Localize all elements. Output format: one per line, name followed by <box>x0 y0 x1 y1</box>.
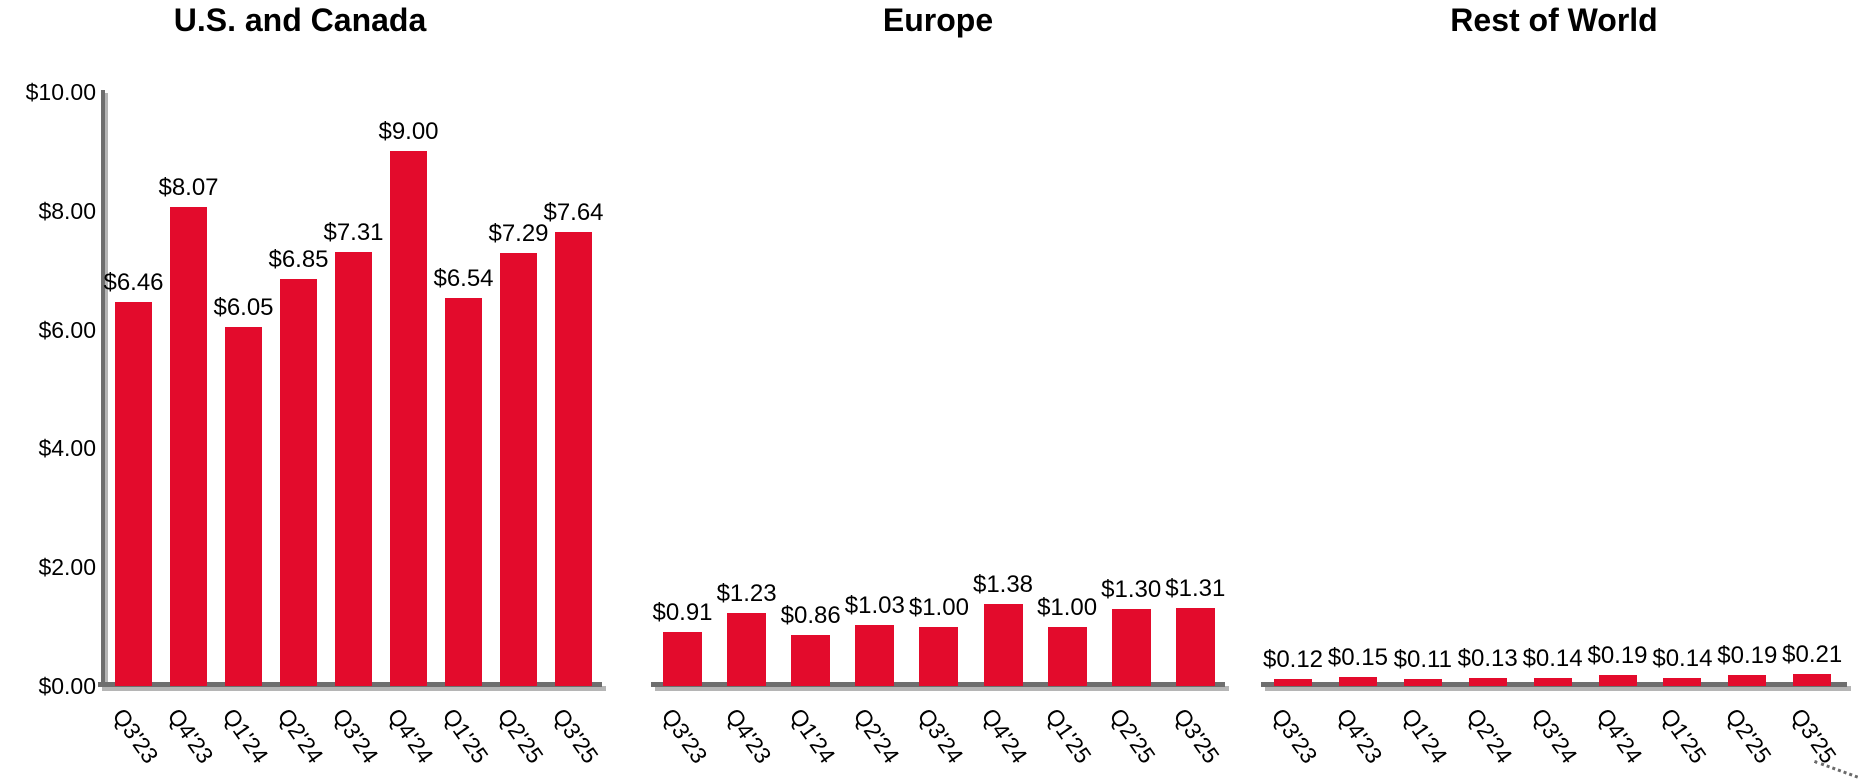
x-tick-label: Q2'24 <box>848 703 905 769</box>
bar <box>1274 678 1312 686</box>
x-tick-label: Q1'25 <box>1655 703 1713 769</box>
bar <box>1175 608 1215 686</box>
y-axis-tick-label: $10.00 <box>25 79 96 105</box>
bar-value-label: $6.05 <box>213 293 274 321</box>
bar <box>555 232 592 686</box>
bar <box>855 624 895 686</box>
bar-value-label: $0.19 <box>1587 641 1648 669</box>
bar <box>1468 678 1507 686</box>
bar <box>1598 674 1637 686</box>
bar <box>1111 608 1151 686</box>
x-tick-label: Q2'25 <box>492 703 549 769</box>
x-tick-label: Q1'24 <box>1396 703 1453 769</box>
x-tick-label: Q3'25 <box>1785 703 1842 769</box>
bar <box>1728 674 1767 686</box>
x-tick-label: Q3'24 <box>327 703 384 769</box>
bar <box>335 251 372 686</box>
bar <box>445 297 482 686</box>
bar <box>1047 626 1087 686</box>
bar-value-label: $1.30 <box>1101 575 1162 603</box>
x-tick-label: Q2'24 <box>272 703 329 769</box>
x-tick-label: Q3'23 <box>107 703 164 769</box>
bar-value-label: $1.00 <box>908 593 969 621</box>
y-axis-tick-label: $2.00 <box>38 554 96 581</box>
bar-value-label: $6.46 <box>103 269 164 297</box>
bar-value-label: $0.14 <box>1652 644 1713 672</box>
x-tick-label: Q1'25 <box>1040 703 1097 769</box>
x-tick-label: Q2'25 <box>1720 703 1777 769</box>
x-tick-label: Q2'25 <box>1104 703 1161 769</box>
bar-value-label: $0.15 <box>1327 644 1388 672</box>
x-tick-label: Q3'24 <box>1526 703 1583 769</box>
x-tick-label: Q1'24 <box>217 703 274 769</box>
bar-value-label: $1.00 <box>1037 593 1098 621</box>
x-tick-label: Q1'24 <box>784 703 841 769</box>
bar-value-label: $6.85 <box>268 246 329 274</box>
y-axis-line <box>101 90 105 686</box>
x-tick-label: Q3'25 <box>547 703 604 769</box>
bar <box>919 626 959 686</box>
bar-value-label: $0.91 <box>652 598 713 626</box>
x-tick-label: Q4'23 <box>162 703 219 769</box>
bar-value-label: $0.21 <box>1782 640 1843 668</box>
bar-value-label: $1.23 <box>716 579 777 607</box>
x-tick-label: Q3'23 <box>1266 703 1323 769</box>
bar <box>983 604 1023 686</box>
bar-value-label: $7.31 <box>323 218 384 246</box>
y-axis-tick-label: $6.00 <box>38 316 96 343</box>
bar-value-label: $6.54 <box>433 264 494 292</box>
panel-title-rest-of-world: Rest of World <box>1450 2 1658 38</box>
bar <box>791 634 831 686</box>
panel-title-europe: Europe <box>882 2 994 38</box>
bar <box>1533 677 1572 686</box>
bar <box>115 302 152 686</box>
x-tick-label: Q1'25 <box>437 703 494 769</box>
bar <box>1793 673 1832 686</box>
bar-value-label: $1.31 <box>1165 575 1226 603</box>
bar <box>663 631 702 686</box>
bar-value-label: $1.38 <box>972 571 1034 599</box>
bar-value-label: $0.12 <box>1262 645 1324 673</box>
x-tick-label: Q4'23 <box>720 703 777 769</box>
bar <box>1338 677 1377 686</box>
x-tick-label: Q3'25 <box>1168 703 1225 769</box>
bar <box>500 252 537 686</box>
y-axis-tick-label: $0.00 <box>38 673 96 699</box>
panel-title-us-and-canada: U.S. and Canada <box>173 2 427 38</box>
bar <box>390 151 427 686</box>
bar-value-label: $0.11 <box>1393 646 1452 674</box>
x-tick-label: Q3'23 <box>656 703 713 769</box>
bar-value-label: $9.00 <box>378 118 439 146</box>
bar-value-label: $0.19 <box>1717 641 1778 669</box>
bar-value-label: $7.29 <box>488 219 549 247</box>
bar-value-label: $0.13 <box>1457 645 1518 673</box>
bar <box>727 612 767 686</box>
bar-value-label: $8.07 <box>158 173 219 201</box>
y-axis-tick-label: $4.00 <box>38 435 96 462</box>
bar-value-label: $0.14 <box>1522 644 1583 672</box>
bar <box>1663 677 1702 686</box>
x-tick-label: Q4'24 <box>382 703 439 769</box>
x-tick-label: Q3'24 <box>912 703 969 769</box>
bar <box>1403 679 1442 686</box>
bar-value-label: $1.03 <box>844 591 905 619</box>
x-tick-label: Q2'24 <box>1461 703 1518 769</box>
x-tick-label: Q4'24 <box>1591 703 1648 769</box>
bar <box>170 206 207 686</box>
x-tick-label: Q4'24 <box>976 703 1033 769</box>
bar-value-label: $7.64 <box>543 199 604 227</box>
bar <box>280 279 317 686</box>
bar-value-label: $0.86 <box>780 601 841 629</box>
x-tick-label: Q4'23 <box>1331 703 1388 769</box>
y-axis-tick-label: $8.00 <box>38 197 96 224</box>
bar <box>225 326 262 686</box>
